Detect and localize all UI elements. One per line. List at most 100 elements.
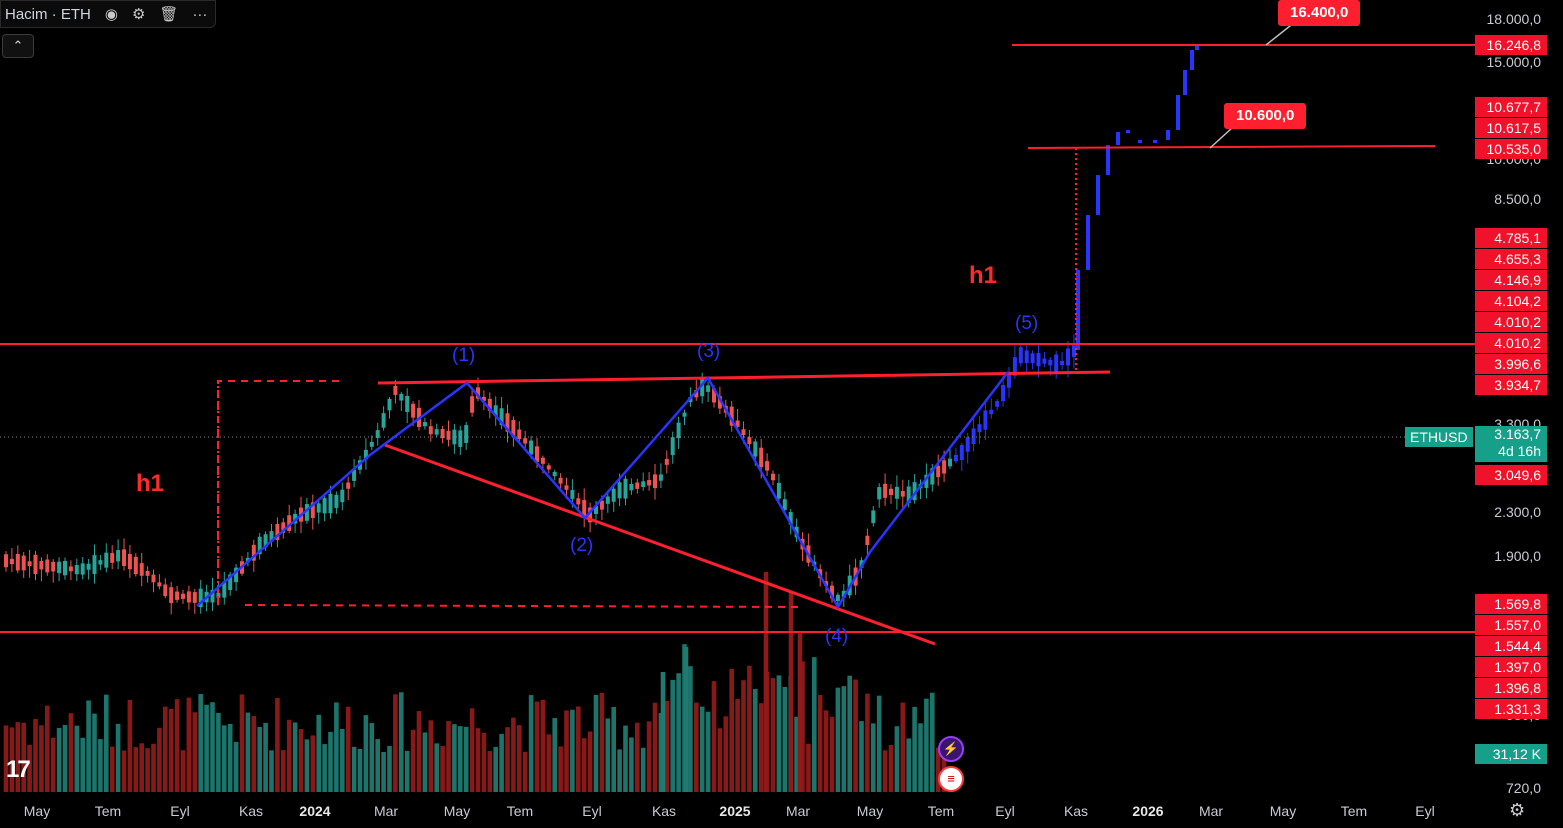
candle [92,555,97,574]
candle [1048,359,1053,366]
volume-bar [841,686,847,792]
volume-bar [941,740,947,792]
price-tick: 2.300,0 [1494,504,1541,520]
volume-bar [133,747,139,792]
candle [735,420,740,427]
candle [942,460,947,474]
collapse-button[interactable]: ⌃ [2,34,34,58]
volume-bar [546,734,552,792]
volume-bar [853,679,858,792]
settings-icon[interactable]: ⚙ [131,6,146,23]
candle [157,582,162,587]
candle [51,561,56,572]
volume-bar [522,751,528,792]
candle [281,522,286,533]
volume-bar [56,727,62,792]
time-tick: Tem [927,803,955,819]
candle [116,550,121,562]
volume-bar [758,703,764,792]
volume-bar [499,733,504,792]
flash-icon[interactable]: ⚡ [938,736,964,762]
volume-bar [322,744,327,792]
candle [33,554,38,575]
volume-bar [45,705,50,792]
price-tick: 18.000,0 [1486,11,1542,27]
time-tick: Tem [506,803,534,819]
volume-bar [222,725,227,792]
candle [169,587,174,604]
price-level-badge: 1.396,8 [1475,678,1547,698]
volume-bar [109,746,115,792]
candle [80,563,85,575]
volume-bar [198,693,203,792]
candle [139,563,144,576]
volume-bar [328,731,333,792]
candle [670,437,675,456]
volume-bars [3,572,947,792]
candle [995,401,1000,407]
volume-bar [705,711,711,792]
indicator-title[interactable]: Hacim · ETH [5,5,91,23]
candle [192,592,197,603]
candle [122,549,126,567]
candle [4,554,8,568]
candle [1060,360,1065,365]
time-tick: Tem [94,803,122,819]
time-tick: 2025 [719,803,751,819]
wave-1-label: (1) [452,345,476,366]
wave-3-label: (3) [697,341,721,362]
tradingview-logo[interactable]: 17 [6,756,31,783]
volume-bar [623,725,628,792]
candle [894,486,899,499]
candle [98,560,103,565]
volume-bar [776,675,782,792]
time-tick: 2026 [1132,803,1164,819]
projection-candle [1195,44,1199,50]
candle [487,398,492,411]
candle [328,493,333,514]
candle [1018,347,1023,364]
volume-bar [859,721,864,792]
candle [181,593,185,599]
eye-icon[interactable]: ◉ [104,6,118,23]
candle [712,388,716,403]
candle [540,457,545,464]
candle [186,591,191,603]
us-flag-icon[interactable]: ≡ [938,766,964,792]
candle [883,483,888,498]
volume-bar [340,728,345,792]
candle [422,422,427,427]
volume-bar [676,673,681,792]
candle [971,428,976,445]
candle [476,387,480,399]
price-level-badge: 10.535,0 [1475,139,1547,159]
projection-candle [1106,145,1110,175]
candle [641,481,646,488]
volume-bar [540,699,546,792]
candle [629,483,634,491]
volume-bar [286,719,292,792]
candle [529,440,534,455]
lower-trendline [384,443,936,646]
chart-settings-icon[interactable]: ⚙ [1509,800,1526,820]
volume-bar [115,723,121,792]
trash-icon[interactable]: 🗑 [159,6,179,23]
candle [517,429,522,440]
candle [293,513,298,524]
volume-bar [876,695,882,792]
volume-bar [806,743,811,792]
candle [45,559,50,573]
candle [611,488,616,502]
volume-bar [882,750,888,792]
target-mid-tag: 10.600,0 [1224,103,1307,129]
candle [228,574,233,591]
price-level-badge: 4.655,3 [1475,249,1547,269]
candle [953,454,958,462]
volume-bar [440,745,445,792]
time-tick: Mar [1198,803,1224,819]
candle [470,396,475,413]
more-icon[interactable]: ··· [192,5,208,23]
candle [753,441,758,457]
volume-bar [683,647,689,792]
